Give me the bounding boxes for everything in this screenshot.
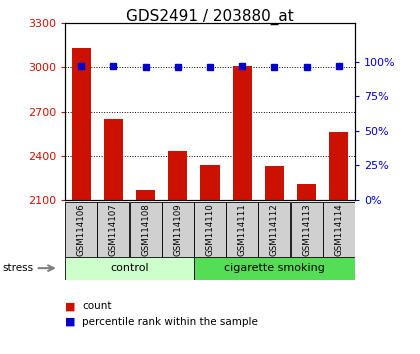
Bar (194, 257, 355, 280)
Bar (129, 202, 162, 257)
Text: cigarette smoking: cigarette smoking (224, 263, 325, 273)
Text: GSM114109: GSM114109 (173, 203, 182, 256)
Bar (323, 202, 355, 257)
Bar (97, 202, 129, 257)
Bar (104, 119, 123, 200)
Text: percentile rank within the sample: percentile rank within the sample (82, 317, 258, 327)
Bar (291, 202, 323, 257)
Bar (65, 257, 194, 280)
Text: ■: ■ (65, 301, 76, 311)
Bar (168, 152, 187, 200)
Bar (136, 190, 155, 200)
Bar (233, 66, 252, 200)
Bar (226, 202, 258, 257)
Text: GSM114108: GSM114108 (141, 203, 150, 256)
Bar (258, 202, 291, 257)
Text: GSM114112: GSM114112 (270, 203, 279, 256)
Bar (71, 48, 91, 200)
Text: ■: ■ (65, 317, 76, 327)
Bar (65, 202, 97, 257)
Bar (329, 132, 349, 200)
Bar (200, 165, 220, 200)
Text: count: count (82, 301, 111, 311)
Bar (194, 202, 226, 257)
Text: GSM114110: GSM114110 (205, 203, 215, 256)
Text: control: control (110, 263, 149, 273)
Bar (162, 202, 194, 257)
Bar (297, 184, 316, 200)
Text: GSM114111: GSM114111 (238, 203, 247, 256)
Text: GSM114114: GSM114114 (334, 203, 343, 256)
Bar (265, 166, 284, 200)
Text: GSM114106: GSM114106 (77, 203, 86, 256)
Text: GSM114107: GSM114107 (109, 203, 118, 256)
Text: stress: stress (2, 263, 33, 273)
Text: GSM114113: GSM114113 (302, 203, 311, 256)
Text: GDS2491 / 203880_at: GDS2491 / 203880_at (126, 9, 294, 25)
